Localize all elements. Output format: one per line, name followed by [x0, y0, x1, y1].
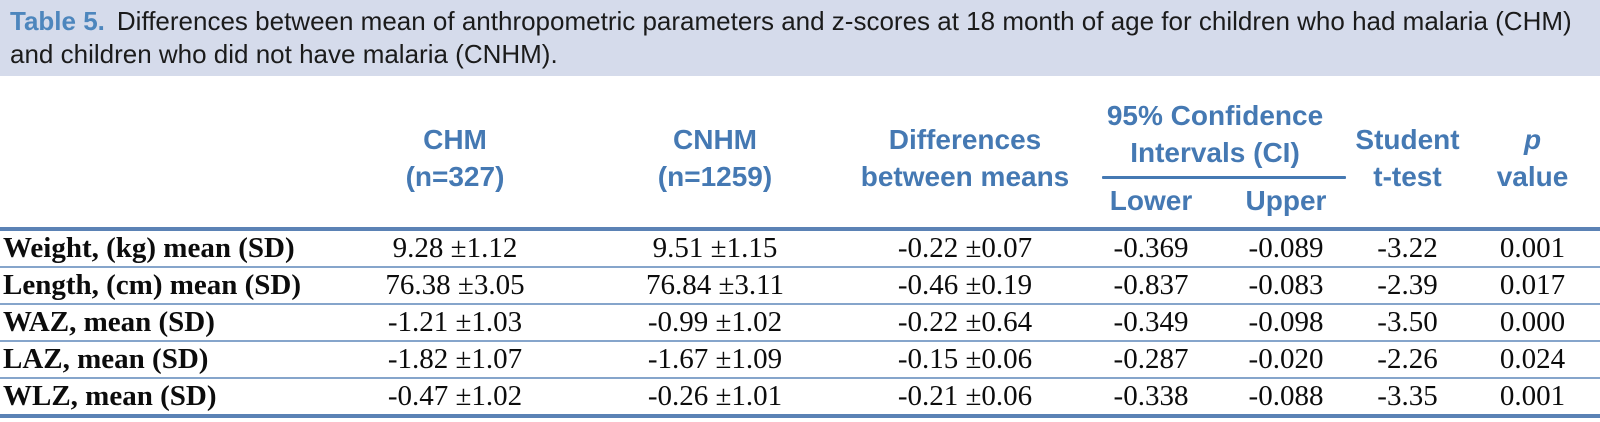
header-p-value: p value — [1465, 121, 1600, 195]
header-differences-line2: between means — [860, 160, 1070, 192]
table-row-laz: LAZ, mean (SD) -1.82 ±1.07 -1.67 ±1.09 -… — [0, 342, 1600, 379]
header-chm-line2: (n=327) — [405, 160, 505, 192]
cell-ci-lower: -0.338 — [1113, 380, 1189, 412]
table-caption: Table 5. Differences between mean of anth… — [0, 0, 1600, 76]
cell-ci-upper: -0.083 — [1248, 269, 1324, 301]
header-p-line2: value — [1496, 160, 1569, 192]
cell-chm: -1.82 ±1.07 — [387, 343, 523, 375]
cell-ttest: -2.26 — [1377, 343, 1438, 375]
header-ci-line2: Intervals (CI) — [1130, 136, 1300, 168]
header-cnhm: CNHM (n=1259) — [580, 121, 850, 195]
cell-ci-upper: -0.089 — [1248, 232, 1324, 264]
row-label: WLZ, mean (SD) — [3, 380, 217, 412]
table-row-wlz: WLZ, mean (SD) -0.47 ±1.02 -0.26 ±1.01 -… — [0, 379, 1600, 414]
cell-chm: -1.21 ±1.03 — [387, 306, 523, 338]
table-row-waz: WAZ, mean (SD) -1.21 ±1.03 -0.99 ±1.02 -… — [0, 305, 1600, 342]
cell-chm: 76.38 ±3.05 — [385, 269, 525, 301]
row-label: LAZ, mean (SD) — [3, 343, 209, 375]
cell-ci-lower: -0.369 — [1113, 232, 1189, 264]
header-ci-label: 95% Confidence Intervals (CI) — [1080, 97, 1350, 171]
table-row-length: Length, (cm) mean (SD) 76.38 ±3.05 76.84… — [0, 268, 1600, 305]
cell-pvalue: 0.001 — [1499, 232, 1566, 264]
cell-diff: -0.22 ±0.64 — [897, 306, 1033, 338]
cell-diff: -0.46 ±0.19 — [897, 269, 1033, 301]
row-label: Weight, (kg) mean (SD) — [3, 232, 295, 264]
header-ci-subheaders: Lower Upper — [1080, 182, 1350, 219]
cell-pvalue: 0.017 — [1499, 269, 1566, 301]
header-student-line1: Student — [1355, 123, 1460, 155]
header-ci-upper: Upper — [1245, 184, 1327, 216]
cell-ttest: -2.39 — [1377, 269, 1438, 301]
ci-group-rule — [1102, 175, 1346, 179]
cell-cnhm: -0.99 ±1.02 — [647, 306, 783, 338]
header-ci-lower: Lower — [1109, 184, 1193, 216]
header-chm-line1: CHM — [423, 123, 487, 155]
cell-diff: -0.15 ±0.06 — [897, 343, 1033, 375]
table-caption-number: Table 5. — [10, 6, 105, 36]
row-label: Length, (cm) mean (SD) — [3, 269, 302, 301]
cell-pvalue: 0.001 — [1499, 380, 1566, 412]
cell-ci-lower: -0.349 — [1113, 306, 1189, 338]
cell-cnhm: 9.51 ±1.15 — [652, 232, 778, 264]
cell-ttest: -3.22 — [1377, 232, 1438, 264]
header-differences: Differences between means — [850, 121, 1080, 195]
cell-ci-lower: -0.287 — [1113, 343, 1189, 375]
header-ci-line1: 95% Confidence — [1106, 99, 1324, 131]
cell-cnhm: 76.84 ±3.11 — [645, 269, 785, 301]
header-cnhm-line2: (n=1259) — [657, 160, 773, 192]
header-differences-line1: Differences — [888, 123, 1042, 155]
cell-ci-upper: -0.088 — [1248, 380, 1324, 412]
cell-pvalue: 0.000 — [1499, 306, 1566, 338]
cell-cnhm: -1.67 ±1.09 — [647, 343, 783, 375]
header-p-line1: p — [1523, 123, 1542, 155]
cell-chm: -0.47 ±1.02 — [387, 380, 523, 412]
cell-ci-upper: -0.098 — [1248, 306, 1324, 338]
table-body: Weight, (kg) mean (SD) 9.28 ±1.12 9.51 ±… — [0, 227, 1600, 418]
header-student-line2: t-test — [1373, 160, 1442, 192]
cell-ttest: -3.35 — [1377, 380, 1438, 412]
table-caption-text: Differences between mean of anthropometr… — [10, 6, 1572, 69]
cell-cnhm: -0.26 ±1.01 — [647, 380, 783, 412]
header-student-ttest: Student t-test — [1350, 121, 1465, 195]
cell-ci-upper: -0.020 — [1248, 343, 1324, 375]
row-label: WAZ, mean (SD) — [3, 306, 215, 338]
header-ci-group: 95% Confidence Intervals (CI) Lower Uppe… — [1080, 97, 1350, 219]
cell-chm: 9.28 ±1.12 — [392, 232, 518, 264]
table-row-weight: Weight, (kg) mean (SD) 9.28 ±1.12 9.51 ±… — [0, 231, 1600, 268]
cell-diff: -0.21 ±0.06 — [897, 380, 1033, 412]
table-header-row: CHM (n=327) CNHM (n=1259) Differences be… — [0, 76, 1600, 227]
cell-pvalue: 0.024 — [1499, 343, 1566, 375]
header-chm: CHM (n=327) — [330, 121, 580, 195]
header-cnhm-line1: CNHM — [673, 123, 757, 155]
cell-ci-lower: -0.837 — [1113, 269, 1189, 301]
cell-ttest: -3.50 — [1377, 306, 1438, 338]
cell-diff: -0.22 ±0.07 — [897, 232, 1033, 264]
